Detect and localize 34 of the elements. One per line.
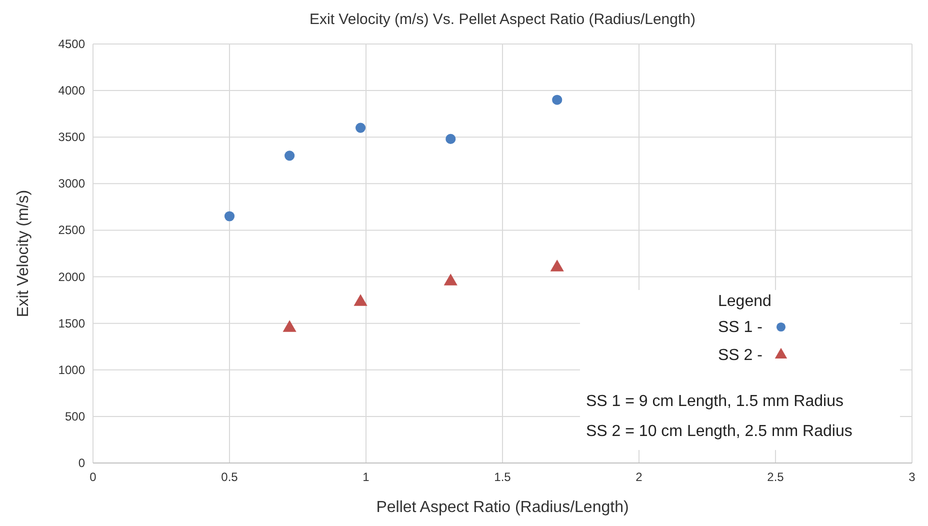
y-tick-label: 2500 (58, 223, 86, 238)
point (552, 94, 562, 105)
y-tick-label: 2000 (58, 270, 86, 284)
point (284, 150, 295, 161)
legend-label: SS 2 - (718, 347, 762, 364)
point (224, 211, 235, 222)
point (354, 294, 368, 306)
point (355, 122, 366, 133)
x-tick-label: 2.5 (767, 470, 784, 484)
chart-title: Exit Velocity (m/s) Vs. Pellet Aspect Ratio (Radius/Length) (310, 11, 696, 28)
y-tick-label: 500 (64, 409, 86, 424)
x-tick-label: 1 (362, 470, 370, 484)
x-axis-title: Pellet Aspect Ratio (Radius/Length) (376, 499, 629, 516)
y-tick-label: 4000 (58, 84, 86, 98)
x-tick-label: 0 (90, 470, 97, 484)
x-tick-label: 3 (908, 470, 916, 484)
legend-label: SS 1 - (718, 319, 762, 336)
y-axis-title: Exit Velocity (m/s) (15, 190, 32, 318)
y-tick-label: 0 (78, 456, 86, 470)
y-tick-label: 1000 (58, 362, 86, 377)
annotation: SS 2 = 10 cm Length, 2.5 mm Radius (586, 423, 852, 440)
x-tick-label: 1.5 (494, 470, 512, 484)
point (550, 260, 564, 272)
legend-title: Legend (718, 293, 772, 310)
x-tick-label: 0.5 (221, 470, 238, 484)
y-tick-label: 1500 (58, 316, 86, 330)
y-tick-label: 4500 (58, 37, 86, 51)
point (446, 134, 456, 144)
point (282, 320, 296, 332)
y-tick-label: 3500 (58, 130, 86, 144)
y-tick-label: 3000 (58, 176, 86, 191)
x-tick-label: 2 (636, 470, 643, 484)
point (444, 274, 458, 286)
annotation: SS 1 = 9 cm Length, 1.5 mm Radius (586, 393, 844, 410)
